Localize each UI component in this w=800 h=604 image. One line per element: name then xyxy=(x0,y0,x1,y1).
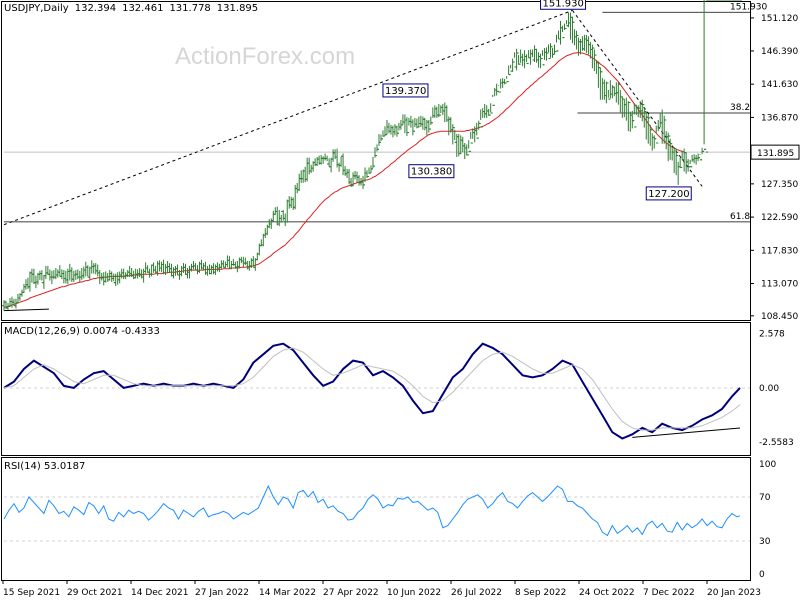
price-annotation-label: 130.380 xyxy=(411,167,452,178)
macd-tick-label: -2.5583 xyxy=(759,438,794,448)
price-tick-label: 141.630 xyxy=(761,80,798,90)
low-value: 131.778 xyxy=(169,3,211,14)
candles-layer xyxy=(2,0,742,311)
rsi-tick-label: 30 xyxy=(759,537,771,547)
x-tick-label: 10 Jun 2022 xyxy=(387,588,441,598)
rsi-title: RSI(14) 53.0187 xyxy=(4,461,86,472)
rsi-line xyxy=(3,484,741,537)
dotted-trendline-down xyxy=(572,10,703,187)
price-annotation-box xyxy=(540,0,587,10)
signal-line xyxy=(3,347,741,431)
x-tick-label: 26 Jul 2022 xyxy=(451,588,502,598)
x-tick-label: 7 Dec 2022 xyxy=(643,588,695,598)
price-annotation-box xyxy=(408,164,455,179)
price-header: USDJPY,Daily 132.394 132.461 131.778 131.895 xyxy=(4,3,264,14)
x-tick-label: 24 Oct 2022 xyxy=(579,588,635,598)
price-annotation-box xyxy=(645,186,692,201)
rsi-tick-label: 0 xyxy=(759,570,765,580)
fib-level-label: 38.2 xyxy=(730,103,750,113)
rsi-header: RSI(14) 53.0187 xyxy=(4,461,91,472)
macd-line xyxy=(3,342,741,440)
price-tick-label: 122.590 xyxy=(761,213,798,223)
fib-level-label: 61.8 xyxy=(730,212,750,222)
price-tick-label: 127.350 xyxy=(761,180,798,190)
indicator-layer xyxy=(3,342,750,542)
price-panel-frame xyxy=(1,1,751,321)
x-tick-label: 20 Jan 2023 xyxy=(707,588,761,598)
rsi-tick-label: 100 xyxy=(759,460,776,470)
close-value: 131.895 xyxy=(216,3,259,14)
support-line xyxy=(3,308,49,312)
price-annotation-label: 139.370 xyxy=(385,86,426,97)
price-annotation-label: 127.200 xyxy=(648,189,689,200)
x-tick-label: 27 Jan 2022 xyxy=(195,588,249,598)
macd-panel-frame xyxy=(1,322,751,456)
current-price-box xyxy=(750,144,800,160)
symbol-label: USDJPY,Daily xyxy=(4,3,69,14)
price-annotation-box xyxy=(382,83,429,98)
macd-trendline xyxy=(632,427,741,438)
dotted-trendline-up xyxy=(3,9,573,226)
rsi-tick-label: 70 xyxy=(759,493,771,503)
open-value: 132.394 xyxy=(74,3,117,14)
x-tick-label: 14 Dec 2021 xyxy=(131,588,189,598)
price-tick-label: 146.390 xyxy=(761,47,798,57)
price-annotation-label: 151.930 xyxy=(543,0,584,9)
x-tick-label: 27 Apr 2022 xyxy=(323,588,379,598)
price-tick-label: 136.870 xyxy=(761,113,798,123)
price-tick-label: 113.070 xyxy=(761,280,798,290)
fib-level-label: 151.930 xyxy=(730,2,767,12)
price-tick-label: 108.450 xyxy=(761,312,798,322)
x-tick-label: 29 Oct 2021 xyxy=(67,588,123,598)
macd-header: MACD(12,26,9) 0.0074 -0.4333 xyxy=(4,326,166,337)
macd-tick-label: 2.578 xyxy=(759,330,785,340)
price-tick-label: 117.830 xyxy=(761,246,798,256)
x-tick-label: 14 Mar 2022 xyxy=(259,588,316,598)
current-price-label: 131.895 xyxy=(757,149,794,159)
x-tick-label: 15 Sep 2021 xyxy=(3,588,60,598)
macd-title: MACD(12,26,9) 0.0074 -0.4333 xyxy=(4,326,160,337)
price-tick-label: 151.120 xyxy=(761,14,798,24)
watermark: ActionForex.com xyxy=(175,43,355,70)
x-tick-label: 8 Sep 2022 xyxy=(515,588,566,598)
high-value: 132.461 xyxy=(122,3,164,14)
rsi-panel-frame xyxy=(1,457,751,581)
macd-tick-label: 0.00 xyxy=(759,384,779,394)
candle xyxy=(704,148,709,153)
